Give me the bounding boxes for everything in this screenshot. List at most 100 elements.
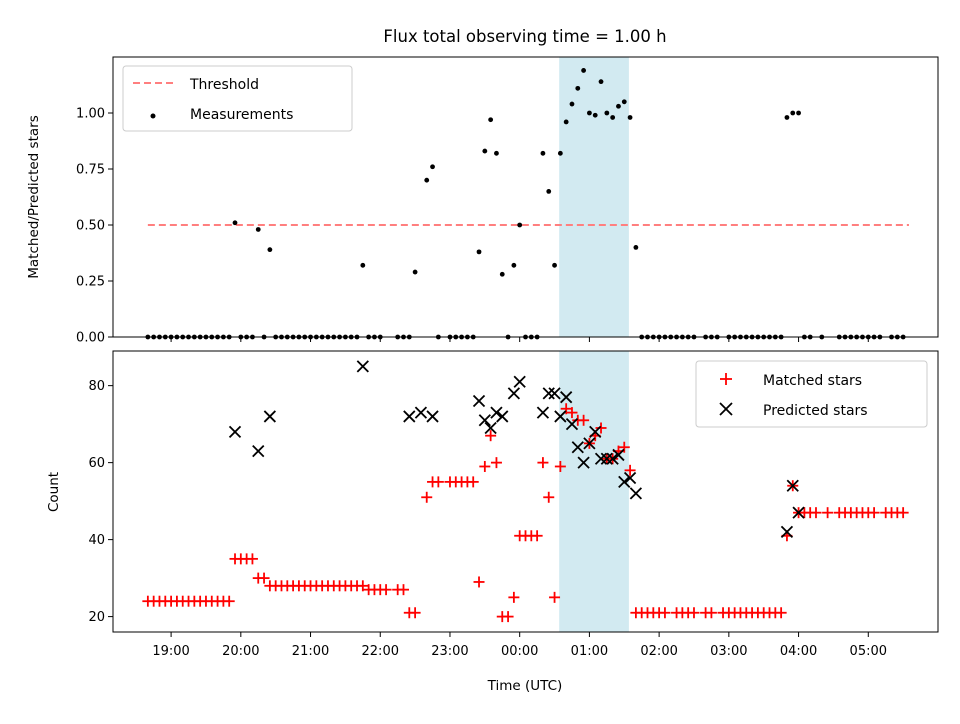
predicted-star-point: [478, 414, 491, 427]
matched-star-point: [595, 422, 607, 434]
measurement-point: [581, 68, 586, 73]
x-tick-label: 21:00: [292, 644, 329, 659]
top-y-axis-label: Matched/Predicted stars: [26, 115, 42, 278]
matched-star-points: [142, 403, 909, 623]
predicted-star-stroke-b: [589, 425, 602, 438]
predicted-star-stroke-b: [548, 387, 561, 400]
predicted-star-stroke-b: [484, 421, 497, 435]
predicted-star-stroke-b: [583, 437, 596, 450]
matched-star-point: [258, 572, 270, 584]
matched-star-point: [705, 607, 717, 619]
matched-star-point: [618, 441, 630, 453]
measurement-point: [360, 262, 366, 268]
matched-star-point: [223, 595, 235, 607]
matched-star-point: [868, 507, 880, 519]
matched-star-point: [467, 476, 479, 488]
y-tick-label: 0.75: [76, 163, 105, 178]
matched-star-point: [624, 464, 636, 476]
measurement-point: [482, 148, 488, 154]
predicted-star-point: [536, 406, 550, 419]
bottom-legend-box: [695, 360, 928, 428]
matched-star-point: [246, 553, 258, 565]
x-tick-label: 23:00: [431, 644, 468, 659]
matched-star-point: [397, 584, 409, 596]
measurement-point: [598, 79, 604, 85]
highlight-span: [559, 351, 629, 632]
predicted-star-point: [600, 452, 613, 465]
measurement-point: [604, 110, 610, 116]
predicted-star-point: [507, 387, 521, 400]
x-tick-label: 00:00: [501, 644, 538, 659]
predicted-star-stroke-b: [618, 475, 631, 489]
matched-star-point: [549, 591, 561, 603]
predicted-star-stroke-b: [478, 414, 491, 427]
y-tick-label: 20: [88, 610, 105, 625]
matched-star-point: [560, 403, 572, 415]
predicted-star-point: [606, 452, 619, 465]
measurement-point: [557, 150, 563, 156]
matched-star-point: [554, 460, 566, 472]
matched-star-point: [659, 607, 671, 619]
x-tick-label: 02:00: [640, 644, 677, 659]
matched-star-point: [897, 507, 909, 519]
predicted-star-stroke-b: [594, 452, 608, 465]
predicted-star-point: [426, 410, 439, 423]
predicted-star-point: [594, 452, 608, 465]
predicted-star-point: [565, 418, 579, 431]
predicted-star-stroke-b: [403, 410, 416, 423]
y-tick-label: 0.50: [76, 219, 105, 234]
matched-star-point: [490, 457, 502, 469]
measurement-point: [633, 245, 639, 250]
measurement-point: [511, 262, 517, 268]
predicted-star-stroke-b: [780, 525, 794, 539]
measurement-point: [476, 249, 482, 255]
predicted-star-stroke-b: [600, 452, 613, 465]
top-legend-box: [122, 65, 353, 132]
bottom-y-axis-label: Count: [46, 472, 62, 512]
predicted-star-point: [618, 475, 631, 489]
top-x-ticks: [170, 337, 869, 342]
y-tick-label: 1.00: [76, 107, 105, 122]
measurement-point: [488, 117, 494, 123]
top-panel: 0.00 0.25 0.50 0.75 1.00 Matched/Predicted s…: [26, 56, 939, 346]
predicted-star-stroke-b: [228, 425, 242, 438]
matched-star-point: [421, 491, 433, 503]
predicted-star-point: [612, 448, 625, 462]
predicted-star-point: [780, 525, 794, 539]
predicted-star-point: [356, 360, 369, 373]
bottom-highlight-span: [559, 351, 629, 632]
y-tick-label: 40: [88, 533, 105, 548]
predicted-star-point: [786, 479, 799, 492]
legend-predicted-label: Predicted stars: [763, 403, 868, 419]
predicted-star-stroke-b: [623, 471, 637, 485]
predicted-star-stroke-b: [263, 410, 277, 423]
predicted-star-point: [629, 487, 643, 500]
measurement-point: [796, 110, 801, 116]
bottom-axes-frame: [112, 350, 939, 633]
measurement-point: [494, 150, 499, 156]
predicted-star-stroke-b: [507, 387, 521, 400]
predicted-star-point: [548, 387, 561, 400]
matched-star-point: [566, 407, 578, 419]
predicted-star-point: [472, 394, 486, 408]
matched-star-point: [775, 607, 787, 619]
predicted-star-stroke-b: [426, 410, 439, 423]
predicted-star-point: [513, 375, 526, 388]
legend-measurements-swatch: [150, 113, 156, 119]
legend-threshold-label: Threshold: [189, 77, 259, 93]
predicted-star-point: [252, 444, 265, 458]
matched-star-point: [543, 491, 555, 503]
predicted-star-point: [484, 421, 497, 435]
measurement-point: [424, 177, 430, 183]
matched-star-point: [531, 530, 543, 542]
measurement-point: [784, 115, 790, 120]
predicted-star-point: [577, 456, 590, 469]
measurement-point: [627, 115, 633, 120]
measurement-point: [540, 150, 546, 156]
measurement-point: [621, 99, 627, 105]
predicted-star-stroke-b: [577, 456, 590, 469]
predicted-star-stroke-b: [571, 441, 584, 454]
measurement-point: [616, 103, 621, 109]
predicted-star-stroke-b: [560, 391, 573, 404]
